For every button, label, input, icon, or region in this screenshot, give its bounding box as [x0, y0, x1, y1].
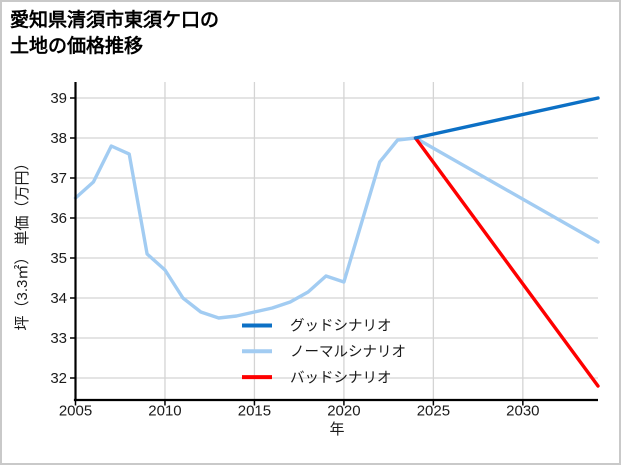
y-tick-label: 37: [50, 170, 67, 187]
tick-layer: 2005 2010 2015 2020 2025 2030 32 33 34 35 36 37 38 39: [50, 90, 539, 419]
y-tick-label: 38: [50, 130, 67, 147]
series-layer: [73, 96, 600, 388]
x-axis-title: 年: [329, 421, 344, 438]
y-tick-label: 39: [50, 90, 67, 107]
y-tick-label: 34: [50, 290, 67, 307]
x-tick-label: 2025: [417, 403, 450, 420]
chart-title-line1: 愛知県清須市東須ケ口の: [10, 10, 220, 31]
y-axis-title: 坪（3.3㎡） 単価（万円）: [14, 155, 31, 330]
series-line-bad-scenario: [413, 136, 600, 388]
legend-label-bad-scenario: バッドシナリオ: [290, 370, 392, 386]
x-tick-label: 2030: [506, 403, 539, 420]
y-tick-label: 36: [50, 210, 67, 227]
legend-label-good-scenario: グッドシナリオ: [290, 318, 392, 335]
y-tick-label: 32: [50, 370, 67, 387]
grid-layer: [74, 82, 598, 400]
x-tick-label: 2015: [238, 403, 271, 420]
chart-title-line2: 土地の価格推移: [10, 36, 144, 57]
x-tick-label: 2010: [148, 403, 181, 420]
series-line-normal-scenario: [73, 136, 600, 320]
chart-title: 愛知県清須市東須ケ口の 土地の価格推移: [10, 8, 219, 60]
legend-label-normal-scenario: ノーマルシナリオ: [290, 345, 406, 361]
x-tick-label: 2020: [327, 403, 360, 420]
y-tick-label: 35: [50, 250, 67, 267]
axis-layer: [73, 82, 598, 402]
y-tick-label: 33: [50, 330, 67, 347]
series-line-good-scenario: [413, 96, 600, 140]
x-tick-label: 2005: [59, 403, 92, 420]
